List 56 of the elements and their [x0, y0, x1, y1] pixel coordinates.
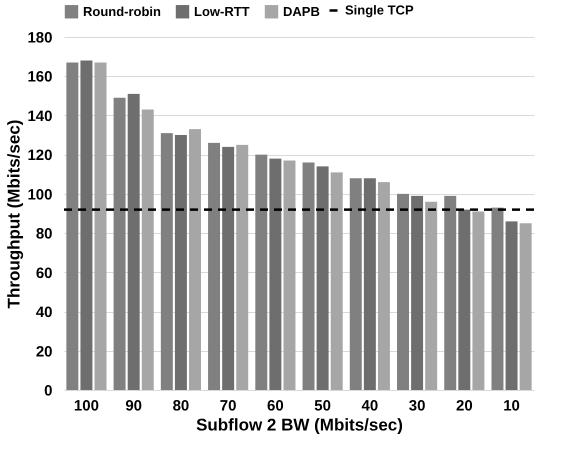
x-tick-label: 60: [267, 398, 284, 414]
bar: [378, 182, 390, 390]
bar: [302, 162, 315, 390]
legend-label: Round-robin: [83, 4, 162, 19]
bar: [411, 196, 424, 390]
bar: [80, 60, 92, 390]
y-tick-label: 20: [36, 343, 52, 360]
bar: [520, 223, 532, 390]
bar: [189, 129, 201, 390]
x-tick-label: 30: [408, 398, 426, 414]
bar: [364, 178, 376, 390]
bar: [160, 133, 173, 390]
y-tick-label: 80: [36, 226, 52, 243]
bar: [269, 158, 282, 390]
y-tick-label: 60: [36, 264, 52, 282]
legend-label: DAPB: [283, 4, 320, 19]
bar: [350, 178, 362, 390]
bar: [142, 110, 154, 390]
y-tick-label: 140: [27, 108, 52, 125]
x-tick-label: 80: [172, 398, 190, 414]
bar: [222, 146, 234, 390]
y-tick-label: 40: [36, 304, 52, 322]
bar: [316, 166, 329, 390]
legend-label: Single TCP: [345, 2, 414, 18]
y-tick-label: 0: [44, 382, 52, 400]
y-tick-label: 100: [27, 186, 52, 204]
bar: [397, 194, 409, 390]
x-tick-label: 10: [503, 398, 520, 414]
bar: [208, 142, 220, 390]
bar: [283, 160, 296, 390]
y-axis-title: Throughput (Mbits/sec): [4, 120, 24, 308]
x-tick-label: 100: [74, 398, 99, 414]
x-axis-title: Subflow 2 BW (Mbits/sec): [196, 416, 403, 434]
x-tick-label: 40: [362, 398, 378, 414]
legend-label: Low-RTT: [194, 4, 250, 19]
bar: [330, 172, 343, 390]
bar: [66, 62, 78, 390]
x-tick-label: 50: [314, 398, 331, 414]
bar: [425, 202, 438, 390]
bar: [128, 94, 140, 390]
y-tick-label: 180: [27, 30, 52, 46]
bar: [444, 196, 456, 390]
bar: [174, 135, 187, 390]
bar: [236, 144, 248, 390]
bar: [94, 62, 107, 390]
bar: [506, 221, 518, 390]
bar: [472, 212, 484, 390]
bar: [255, 154, 268, 390]
x-tick-label: 90: [125, 398, 142, 414]
bar: [458, 210, 470, 390]
y-tick-label: 160: [27, 68, 52, 86]
x-tick-label: 20: [456, 398, 473, 414]
bar: [114, 98, 126, 390]
x-tick-label: 70: [220, 398, 236, 414]
bar: [491, 208, 504, 390]
y-tick-label: 120: [27, 147, 52, 164]
